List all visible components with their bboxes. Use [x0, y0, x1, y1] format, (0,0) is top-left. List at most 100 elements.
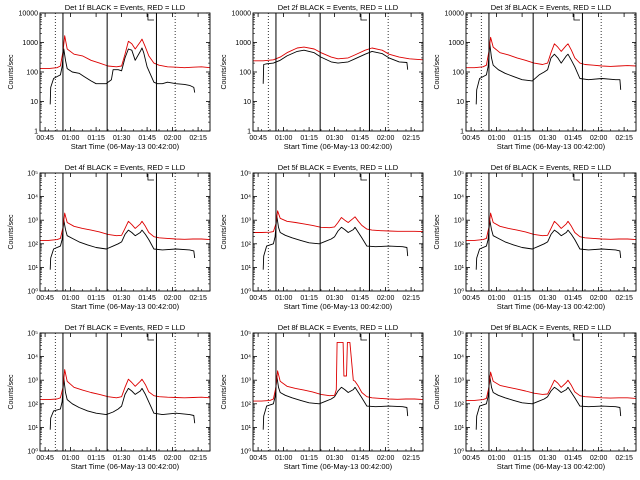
interval-bracket-mark	[360, 174, 367, 181]
panel-title: Det 4f BLACK = Events, RED = LLD	[65, 163, 186, 172]
y-tick-label: 10²	[454, 241, 465, 248]
panel-5: Det 5f BLACK = Events, RED = LLD 10⁰ 10¹ 10…	[221, 163, 424, 311]
x-tick-label: 02:15	[615, 135, 633, 142]
panel-title: Det 9f BLACK = Events, RED = LLD	[491, 323, 612, 332]
y-tick-label: 10⁵	[240, 171, 251, 178]
y-tick-label: 10⁴	[27, 194, 38, 201]
y-tick-label: 10³	[28, 378, 39, 385]
x-axis-label: Start Time (06-May-13 00:42:00)	[71, 462, 180, 471]
x-tick-label: 01:15	[87, 135, 105, 142]
y-tick-label: 1	[247, 129, 251, 136]
x-tick-label: 02:15	[402, 295, 420, 302]
y-axis-label: Counts/sec	[8, 54, 15, 90]
panel-9: Det 9f BLACK = Events, RED = LLD 10⁰ 10¹ 10…	[434, 323, 637, 471]
interval-bracket-mark	[360, 334, 367, 341]
x-axis-label: Start Time (06-May-13 00:42:00)	[71, 142, 180, 151]
x-tick-label: 02:15	[615, 295, 633, 302]
x-tick-label: 00:45	[36, 295, 54, 302]
x-tick-label: 00:45	[462, 135, 480, 142]
y-tick-label: 10¹	[454, 265, 465, 272]
y-tick-label: 10000	[445, 11, 465, 18]
series-line-lld	[40, 369, 211, 401]
x-axis-label: Start Time (06-May-13 00:42:00)	[497, 142, 606, 151]
x-axis-label: Start Time (06-May-13 00:42:00)	[284, 302, 393, 311]
x-tick-label: 00:45	[36, 135, 54, 142]
x-tick-label: 01:00	[275, 295, 293, 302]
x-tick-label: 01:15	[513, 135, 531, 142]
x-tick-label: 00:45	[462, 295, 480, 302]
y-tick-label: 100	[26, 70, 38, 77]
y-tick-label: 10⁵	[240, 331, 251, 338]
y-tick-label: 10	[456, 99, 464, 106]
x-tick-label: 02:15	[189, 135, 207, 142]
x-axis-label: Start Time (06-May-13 00:42:00)	[284, 462, 393, 471]
x-tick-label: 02:15	[402, 455, 420, 462]
y-tick-label: 10⁵	[453, 171, 464, 178]
panel-1: Det 1f BLACK = Events, RED = LLD 1 10 100 10…	[8, 3, 211, 151]
y-tick-label: 10	[243, 99, 251, 106]
y-tick-label: 10¹	[241, 265, 252, 272]
y-tick-label: 10⁴	[27, 354, 38, 361]
y-axis-label: Counts/sec	[8, 374, 15, 410]
x-tick-label: 00:45	[249, 455, 267, 462]
x-tick-label: 00:45	[462, 455, 480, 462]
x-tick-label: 01:30	[113, 455, 131, 462]
x-tick-label: 01:45	[564, 295, 582, 302]
x-tick-label: 01:30	[539, 135, 557, 142]
y-axis-label: Counts/sec	[434, 54, 441, 90]
y-axis-label: Counts/sec	[221, 54, 228, 90]
series-line-lld	[466, 36, 637, 69]
y-tick-label: 10⁰	[27, 288, 38, 296]
x-tick-label: 01:30	[326, 295, 344, 302]
y-tick-label: 10²	[241, 241, 252, 248]
series-line-lld	[40, 212, 211, 241]
y-tick-label: 1	[460, 129, 464, 136]
y-tick-label: 10¹	[454, 425, 465, 432]
y-axis-label: Counts/sec	[434, 214, 441, 250]
x-tick-label: 01:30	[113, 295, 131, 302]
y-tick-label: 10³	[454, 218, 465, 225]
panel-title: Det 1f BLACK = Events, RED = LLD	[65, 3, 186, 12]
panel-8: Det 8f BLACK = Events, RED = LLD 10⁰ 10¹ 10…	[221, 323, 424, 471]
x-tick-label: 00:45	[36, 455, 54, 462]
y-axis-label: Counts/sec	[221, 214, 228, 250]
y-tick-label: 10³	[241, 378, 252, 385]
x-tick-label: 02:00	[164, 455, 182, 462]
x-tick-label: 01:00	[62, 135, 80, 142]
x-tick-label: 02:00	[377, 455, 395, 462]
series-line-events	[49, 47, 196, 105]
x-tick-label: 01:00	[275, 135, 293, 142]
x-tick-label: 01:15	[300, 135, 318, 142]
x-tick-label: 02:00	[590, 455, 608, 462]
x-tick-label: 01:45	[351, 295, 369, 302]
x-tick-label: 01:30	[326, 135, 344, 142]
y-tick-label: 100	[452, 70, 464, 77]
series-line-lld	[466, 212, 637, 241]
x-tick-label: 01:15	[300, 295, 318, 302]
interval-bracket-mark	[147, 334, 154, 341]
panel-title: Det 2f BLACK = Events, RED = LLD	[278, 3, 399, 12]
y-tick-label: 10³	[28, 218, 39, 225]
x-tick-label: 02:00	[164, 135, 182, 142]
y-tick-label: 10²	[28, 401, 39, 408]
panel-2: Det 2f BLACK = Events, RED = LLD 1 10 100 10…	[221, 3, 424, 151]
x-tick-label: 01:15	[513, 455, 531, 462]
interval-bracket-mark	[573, 174, 580, 181]
interval-bracket-mark	[573, 334, 580, 341]
y-tick-label: 1000	[22, 40, 38, 47]
x-tick-label: 01:45	[138, 135, 156, 142]
y-tick-label: 10⁴	[453, 194, 464, 201]
y-tick-label: 10⁰	[453, 288, 464, 296]
interval-bracket-mark	[147, 14, 154, 21]
x-tick-label: 02:15	[402, 135, 420, 142]
series-line-lld	[253, 210, 424, 233]
x-tick-label: 01:30	[113, 135, 131, 142]
x-tick-label: 00:45	[249, 135, 267, 142]
series-line-lld	[253, 341, 424, 402]
y-tick-label: 10⁰	[240, 288, 251, 296]
x-tick-label: 02:00	[377, 135, 395, 142]
y-tick-label: 10¹	[28, 265, 39, 272]
x-tick-label: 01:45	[138, 455, 156, 462]
y-tick-label: 10¹	[28, 425, 39, 432]
